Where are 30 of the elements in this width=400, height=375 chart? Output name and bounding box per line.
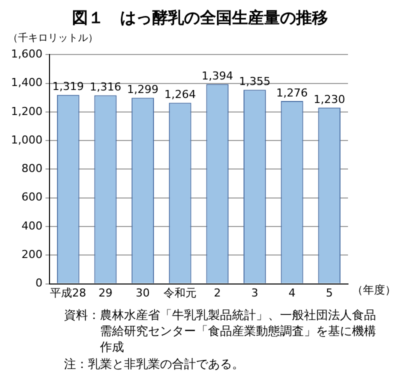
data-label: 1,355 — [238, 75, 270, 88]
y-tick-label: 1,000 — [10, 133, 42, 146]
y-tick-label: 1,400 — [10, 76, 42, 90]
x-tick-label: 4 — [288, 286, 296, 300]
x-tick-label: 2 — [214, 286, 221, 300]
x-tick-label: 平成28 — [50, 286, 86, 300]
x-tick-label: 30 — [136, 286, 150, 300]
y-tick-label: 600 — [21, 190, 42, 204]
y-tick-label: 1,200 — [10, 104, 42, 118]
data-label: 1,264 — [164, 88, 196, 102]
x-tick-label: 5 — [326, 286, 333, 300]
y-tick-label: 0 — [35, 276, 42, 290]
chart-title: 図１ はっ酵乳の全国生産量の推移 — [71, 8, 329, 29]
x-tick-label: 29 — [98, 286, 112, 300]
x-tick-label: 3 — [251, 286, 258, 300]
data-label: 1,276 — [276, 86, 308, 100]
y-tick-label: 800 — [21, 162, 42, 176]
data-label: 1,230 — [314, 92, 346, 106]
data-label: 1,299 — [127, 83, 159, 96]
x-axis-title: （年度） — [352, 283, 396, 296]
y-tick-label: 1,600 — [10, 47, 42, 60]
text: 注：乳業と非乳業の合計である。 — [64, 356, 245, 372]
data-label: 1,319 — [52, 80, 84, 94]
y-tick-label: 200 — [21, 248, 42, 262]
data-label: 1,316 — [90, 80, 122, 94]
y-tick-label: 400 — [21, 219, 42, 232]
y-axis-title: （千キロリットル） — [8, 32, 99, 45]
text: 資料：農林水産省「牛乳乳製品統計」、一般社団法人食品需給研究センター「食品産業動態調査」を基に機構作成 — [64, 307, 376, 356]
data-label: 1,394 — [202, 69, 234, 82]
x-tick-label: 令和元 — [164, 286, 197, 300]
